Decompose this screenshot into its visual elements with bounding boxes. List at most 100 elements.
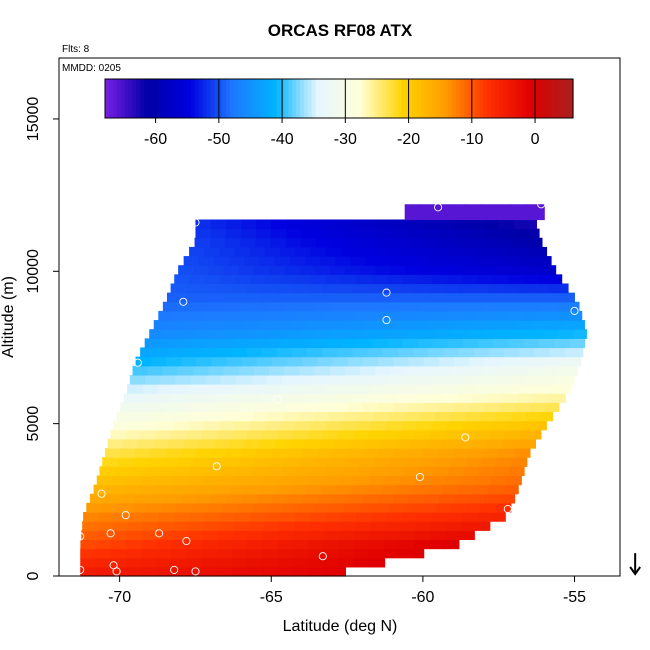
heatmap-cell — [262, 548, 278, 559]
heatmap-cell — [339, 475, 356, 486]
heatmap-cell — [511, 457, 528, 467]
heatmap-cell — [337, 548, 354, 559]
heatmap-cell — [141, 530, 158, 541]
heatmap-cell — [508, 338, 525, 349]
heatmap-cell — [199, 484, 216, 495]
colorbar-swatch — [549, 79, 555, 118]
heatmap-cell — [159, 338, 176, 349]
flight-point — [415, 472, 424, 482]
heatmap-cell — [230, 393, 246, 403]
heatmap-cell — [310, 512, 327, 522]
colorbar-swatch — [424, 79, 430, 118]
heatmap-cell — [331, 329, 347, 339]
heatmap-cell — [499, 493, 516, 504]
heatmap-cell — [199, 393, 216, 403]
heatmap-cell — [344, 265, 361, 275]
arrow-head — [629, 566, 641, 576]
heatmap-cell — [229, 320, 246, 330]
heatmap-cell — [125, 557, 142, 568]
heatmap-cell — [320, 256, 336, 266]
heatmap-cell — [384, 384, 401, 394]
heatmap-cell — [257, 292, 274, 303]
heatmap-cell — [314, 301, 331, 312]
heatmap-cell — [497, 329, 514, 339]
heatmap-cell — [450, 457, 467, 467]
colorbar-swatch — [362, 79, 367, 118]
heatmap-cell — [329, 301, 346, 312]
heatmap-cell — [445, 384, 462, 394]
heatmap-cell — [361, 329, 378, 339]
heatmap-cell — [186, 566, 203, 577]
heatmap-cell — [411, 320, 428, 330]
heatmap-cell — [341, 274, 357, 285]
colorbar-swatch — [409, 79, 414, 118]
heatmap-cell — [428, 283, 445, 294]
heatmap-cell — [528, 237, 543, 248]
heatmap-cell — [347, 493, 364, 504]
colorbar-swatch — [245, 79, 250, 118]
heatmap-cell — [262, 557, 278, 568]
heatmap-cell — [290, 320, 306, 330]
flight-point — [76, 565, 85, 574]
heatmap-cell — [504, 429, 521, 440]
colorbar-swatch — [186, 79, 192, 118]
heatmap-cell — [220, 466, 237, 477]
heatmap-cell — [116, 411, 133, 422]
flight-point — [318, 552, 327, 561]
heatmap-cell — [339, 530, 355, 541]
heatmap-cell — [435, 204, 451, 221]
heatmap-cell — [549, 283, 566, 294]
heatmap-cell — [355, 310, 372, 321]
heatmap-cell — [490, 384, 507, 394]
heatmap-cell — [538, 338, 555, 349]
heatmap-cell — [304, 438, 321, 449]
heatmap-cell — [354, 530, 370, 541]
heatmap-cell — [446, 420, 463, 431]
colorbar-swatch — [233, 79, 239, 118]
heatmap-cell — [499, 356, 516, 367]
heatmap-cell — [508, 466, 525, 477]
heatmap-cell — [211, 356, 228, 367]
heatmap-cell — [235, 374, 252, 385]
heatmap-cell — [443, 347, 460, 358]
heatmap-cell — [398, 429, 415, 440]
colorbar-swatch — [167, 79, 172, 118]
heatmap-cell — [510, 411, 527, 422]
heatmap-cell — [228, 438, 245, 449]
heatmap-cell — [256, 228, 272, 239]
heatmap-cell — [310, 420, 326, 431]
heatmap-cell — [210, 228, 227, 239]
heatmap-cell — [362, 493, 379, 504]
heatmap-cell — [514, 402, 531, 413]
heatmap-cell — [395, 438, 412, 449]
heatmap-cell — [296, 338, 313, 349]
heatmap-cell — [514, 356, 531, 367]
heatmap-cell — [120, 448, 136, 458]
heatmap-cell — [491, 310, 508, 321]
heatmap-cell — [441, 320, 458, 330]
heatmap-cell — [466, 457, 482, 467]
heatmap-cell — [292, 548, 309, 559]
heatmap-cell — [114, 466, 131, 477]
heatmap-cell — [93, 484, 110, 495]
heatmap-cell — [325, 274, 342, 285]
heatmap-cell — [532, 320, 549, 330]
heatmap-cell — [311, 338, 328, 349]
heatmap-cell — [338, 539, 354, 550]
heatmap-cell — [324, 384, 340, 394]
heatmap-cell — [177, 411, 194, 422]
heatmap-cell — [110, 429, 127, 440]
heatmap-cell — [507, 420, 524, 431]
heatmap-cell — [534, 283, 551, 294]
heatmap-cell — [489, 429, 506, 440]
heatmap-cell — [255, 237, 271, 248]
heatmap-cell — [390, 365, 407, 376]
heatmap-cell — [231, 557, 248, 568]
heatmap-cell — [504, 347, 520, 358]
heatmap-cell — [359, 301, 376, 312]
heatmap-cell — [140, 566, 157, 577]
heatmap-cell — [299, 365, 316, 376]
heatmap-cell — [368, 557, 385, 568]
heatmap-cell — [125, 429, 142, 440]
heatmap-cell — [329, 365, 346, 376]
